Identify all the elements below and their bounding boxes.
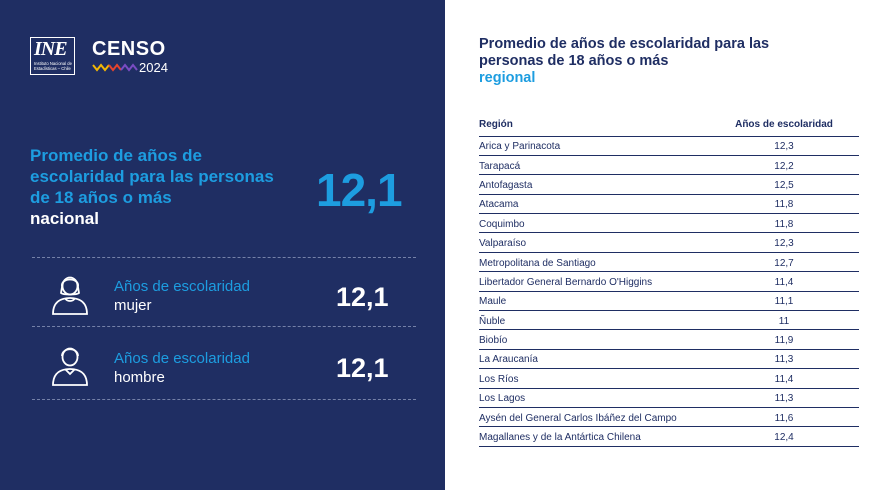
table-row: Valparaíso 12,3 bbox=[479, 232, 859, 253]
censo-logo-word: CENSO bbox=[92, 38, 166, 60]
region-value: 11,9 bbox=[709, 329, 859, 350]
regional-title-tail: regional bbox=[479, 70, 536, 86]
table-row: Maule 11,1 bbox=[479, 291, 859, 312]
region-value: 12,3 bbox=[709, 232, 859, 253]
censo-logo-year: 2024 bbox=[139, 60, 168, 75]
region-name: Biobío bbox=[479, 329, 709, 350]
regional-table: Región Años de escolaridad Arica y Parin… bbox=[479, 113, 859, 447]
table-row: Ñuble 11 bbox=[479, 310, 859, 331]
table-row: Tarapacá 12,2 bbox=[479, 155, 859, 176]
table-body: Arica y Parinacota 12,3 Tarapacá 12,2 Antofa… bbox=[479, 136, 859, 447]
column-header-value: Años de escolaridad bbox=[709, 113, 859, 137]
region-value: 12,2 bbox=[709, 155, 859, 176]
table-row: Aysén del General Carlos Ibáñez del Camp… bbox=[479, 407, 859, 428]
region-value: 12,3 bbox=[709, 136, 859, 156]
national-title-main: Promedio de años de escolaridad para las… bbox=[30, 146, 274, 207]
table-row: Los Ríos 11,4 bbox=[479, 368, 859, 389]
divider bbox=[32, 399, 416, 400]
category-man: Años de escolaridad hombre bbox=[114, 349, 250, 387]
category-woman: Años de escolaridad mujer bbox=[114, 277, 250, 315]
region-name: Los Lagos bbox=[479, 388, 709, 408]
divider bbox=[32, 326, 416, 327]
censo-logo: CENSO 2024 bbox=[92, 39, 168, 74]
table-header-row: Región Años de escolaridad bbox=[479, 113, 859, 137]
region-name: Atacama bbox=[479, 194, 709, 215]
category-label: Años de escolaridad bbox=[114, 350, 250, 367]
regional-title: Promedio de años de escolaridad para las… bbox=[479, 36, 779, 87]
ine-logo: INE Instituto Nacional de Estadísticas –… bbox=[30, 37, 75, 75]
region-value: 11,4 bbox=[709, 368, 859, 389]
region-value: 11,4 bbox=[709, 271, 859, 292]
man-icon bbox=[52, 347, 88, 386]
category-man-value: 12,1 bbox=[336, 353, 389, 383]
region-name: Magallanes y de la Antártica Chilena bbox=[479, 426, 709, 447]
region-name: Valparaíso bbox=[479, 232, 709, 253]
region-name: Antofagasta bbox=[479, 174, 709, 195]
region-name: Los Ríos bbox=[479, 368, 709, 389]
region-name: Libertador General Bernardo O'Higgins bbox=[479, 271, 709, 292]
region-value: 11 bbox=[709, 310, 859, 331]
region-value: 11,1 bbox=[709, 291, 859, 312]
table-row: Arica y Parinacota 12,3 bbox=[479, 136, 859, 156]
national-value: 12,1 bbox=[316, 164, 403, 216]
region-name: Coquimbo bbox=[479, 213, 709, 234]
table-row: Biobío 11,9 bbox=[479, 329, 859, 350]
national-title: Promedio de años de escolaridad para las… bbox=[30, 145, 295, 229]
national-title-tail: nacional bbox=[30, 209, 99, 228]
category-sub: mujer bbox=[114, 297, 152, 314]
region-name: La Araucanía bbox=[479, 349, 709, 370]
region-value: 12,7 bbox=[709, 252, 859, 273]
column-header-region: Región bbox=[479, 113, 709, 137]
table-row: Libertador General Bernardo O'Higgins 11,… bbox=[479, 271, 859, 292]
category-label: Años de escolaridad bbox=[114, 278, 250, 295]
region-value: 11,3 bbox=[709, 388, 859, 408]
table-row: Atacama 11,8 bbox=[479, 194, 859, 215]
divider bbox=[32, 257, 416, 258]
table-row: Coquimbo 11,8 bbox=[479, 213, 859, 234]
region-value: 11,6 bbox=[709, 407, 859, 428]
ine-logo-mark: INE bbox=[34, 38, 68, 60]
region-name: Aysén del General Carlos Ibáñez del Camp… bbox=[479, 407, 709, 428]
table-row: Antofagasta 12,5 bbox=[479, 174, 859, 195]
region-name: Metropolitana de Santiago bbox=[479, 252, 709, 273]
table-row: Los Lagos 11,3 bbox=[479, 388, 859, 408]
region-value: 11,3 bbox=[709, 349, 859, 370]
regional-title-main: Promedio de años de escolaridad para las… bbox=[479, 36, 770, 69]
region-value: 12,4 bbox=[709, 426, 859, 447]
summary-panel: INE Instituto Nacional de Estadísticas –… bbox=[0, 0, 445, 490]
table-row: Metropolitana de Santiago 12,7 bbox=[479, 252, 859, 273]
region-value: 11,8 bbox=[709, 213, 859, 234]
region-value: 12,5 bbox=[709, 174, 859, 195]
category-woman-value: 12,1 bbox=[336, 282, 389, 312]
table-row: Magallanes y de la Antártica Chilena 12,4 bbox=[479, 426, 859, 447]
region-name: Maule bbox=[479, 291, 709, 312]
region-value: 11,8 bbox=[709, 194, 859, 215]
region-name: Ñuble bbox=[479, 310, 709, 331]
ine-logo-subtext: Instituto Nacional de Estadísticas – Chi… bbox=[34, 61, 72, 71]
logo-row: INE Instituto Nacional de Estadísticas –… bbox=[30, 37, 168, 75]
woman-icon bbox=[52, 276, 88, 315]
region-name: Tarapacá bbox=[479, 155, 709, 176]
table-row: La Araucanía 11,3 bbox=[479, 349, 859, 370]
zigzag-icon bbox=[92, 63, 138, 72]
region-name: Arica y Parinacota bbox=[479, 136, 709, 156]
category-sub: hombre bbox=[114, 369, 165, 386]
